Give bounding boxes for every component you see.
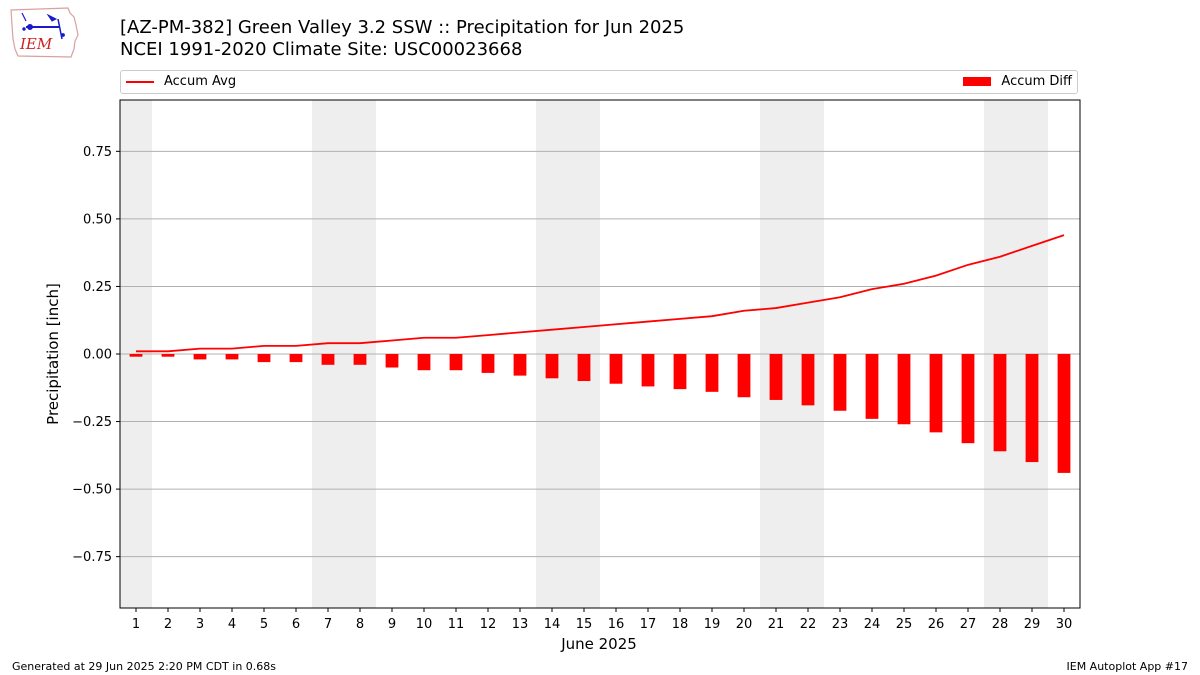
x-tick-label: 9 (388, 617, 396, 632)
accum-diff-bar (737, 354, 751, 398)
accum-diff-bar (705, 354, 719, 392)
accum-diff-bar (449, 354, 463, 371)
x-tick-label: 27 (960, 617, 977, 632)
x-tick-label: 12 (480, 617, 497, 632)
accum-diff-bar (993, 354, 1007, 452)
x-tick-label: 18 (672, 617, 689, 632)
chart-title: [AZ-PM-382] Green Valley 3.2 SSW :: Prec… (120, 17, 685, 38)
accum-diff-bar (961, 354, 975, 444)
accum-diff-bar (289, 354, 303, 363)
y-tick-label: 0.75 (83, 145, 112, 160)
accum-diff-bar (929, 354, 943, 433)
accum-diff-bar (417, 354, 431, 371)
y-axis-label: Precipitation [inch] (44, 283, 62, 425)
accum-diff-bar (769, 354, 783, 400)
legend-label-accum-diff: Accum Diff (1001, 74, 1072, 89)
x-tick-label: 15 (576, 617, 593, 632)
x-axis-label: June 2025 (560, 635, 637, 653)
accum-diff-bar (353, 354, 367, 365)
y-tick-label: 0.25 (83, 280, 112, 295)
x-tick-label: 8 (356, 617, 364, 632)
x-tick-label: 4 (228, 617, 236, 632)
x-tick-label: 17 (640, 617, 657, 632)
x-tick-label: 3 (196, 617, 204, 632)
accum-diff-bar (545, 354, 559, 379)
x-tick-label: 29 (1024, 617, 1041, 632)
accum-diff-bar (833, 354, 847, 411)
accum-diff-bar (1025, 354, 1039, 463)
weekend-shade-2 (536, 100, 600, 608)
plot-frame (119, 99, 1081, 609)
y-tick-label: −0.25 (72, 415, 112, 430)
accum-diff-bar (801, 354, 815, 406)
x-tick-label: 21 (768, 617, 785, 632)
accum-diff-bar (513, 354, 527, 376)
accum-diff-bar (673, 354, 687, 390)
x-tick-label: 6 (292, 617, 300, 632)
x-tick-label: 26 (928, 617, 945, 632)
x-tick-label: 20 (736, 617, 753, 632)
x-tick-label: 22 (800, 617, 817, 632)
y-tick-label: −0.75 (72, 550, 112, 565)
iem-logo: IEM (10, 7, 79, 58)
footer-generated-text: Generated at 29 Jun 2025 2:20 PM CDT in … (12, 660, 277, 673)
x-tick-label: 23 (832, 617, 849, 632)
y-tick-label: 0.00 (83, 348, 112, 363)
x-tick-label: 5 (260, 617, 268, 632)
accum-diff-bar (225, 354, 239, 360)
x-tick-label: 11 (448, 617, 465, 632)
x-tick-label: 7 (324, 617, 332, 632)
iowa-state-outline (10, 7, 79, 58)
x-tick-label: 1 (132, 617, 140, 632)
legend-item-accum-avg: Accum Avg (126, 74, 236, 90)
weekend-shade-0 (120, 100, 152, 608)
x-tick-label: 10 (416, 617, 433, 632)
chart-legend: Accum Avg Accum Diff (120, 70, 1078, 94)
weather-instrument-icon (21, 12, 65, 40)
accum-diff-bar (609, 354, 623, 384)
x-tick-label: 16 (608, 617, 625, 632)
legend-label-accum-avg: Accum Avg (164, 74, 237, 89)
accum-diff-bar (129, 354, 143, 357)
y-tick-label: −0.50 (72, 483, 112, 498)
accum-diff-bar (577, 354, 591, 382)
legend-bar-swatch (963, 77, 992, 86)
legend-item-accum-diff: Accum Diff (963, 74, 1072, 90)
weekend-shade-1 (312, 100, 376, 608)
x-tick-label: 28 (992, 617, 1009, 632)
x-tick-label: 19 (704, 617, 721, 632)
accum-diff-bar (1057, 354, 1071, 473)
legend-line-swatch (126, 80, 154, 83)
accum-diff-bar (321, 354, 335, 365)
footer-app-text: IEM Autoplot App #17 (1066, 660, 1189, 673)
accum-diff-bar (161, 354, 175, 357)
accum-diff-bar (193, 354, 207, 360)
x-tick-label: 30 (1056, 617, 1073, 632)
weekend-shade-4 (984, 100, 1048, 608)
x-tick-label: 14 (544, 617, 561, 632)
weekend-shade-3 (760, 100, 824, 608)
accum-diff-bar (865, 354, 879, 419)
y-tick-label: 0.50 (83, 212, 112, 227)
accum-diff-bar (257, 354, 271, 363)
accum-diff-bar (481, 354, 495, 373)
accum-diff-bar (641, 354, 655, 387)
logo-text: IEM (19, 35, 53, 53)
x-tick-label: 24 (864, 617, 881, 632)
accum-avg-line (136, 234, 1065, 353)
x-tick-label: 25 (896, 617, 913, 632)
x-tick-label: 13 (512, 617, 529, 632)
chart-subtitle: NCEI 1991-2020 Climate Site: USC00023668 (120, 39, 523, 60)
accum-diff-bar (897, 354, 911, 425)
accum-diff-bar (385, 354, 399, 368)
x-tick-label: 2 (164, 617, 172, 632)
